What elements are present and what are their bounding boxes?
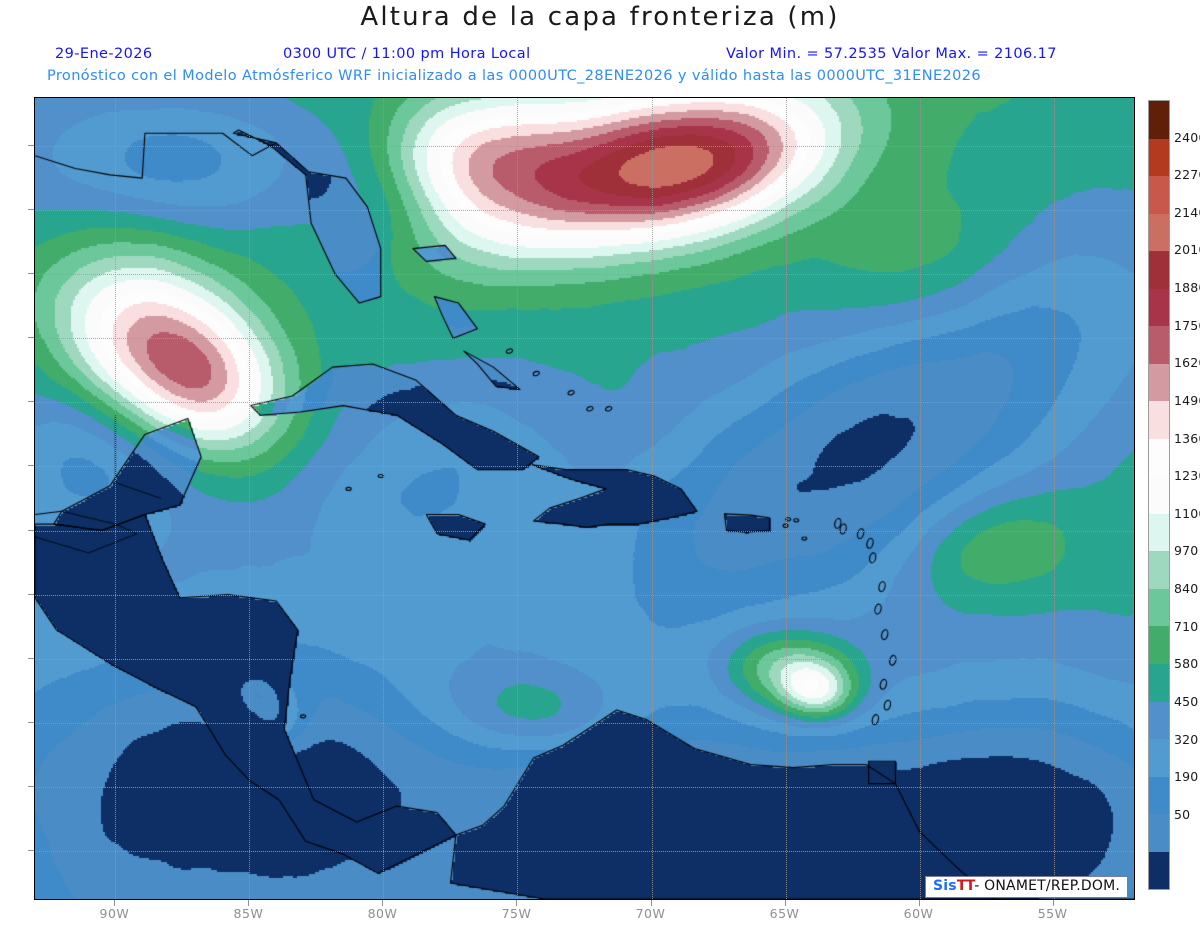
colorbar-label-1750: 1750: [1174, 317, 1200, 333]
colorbar-label-1100: 1100: [1174, 505, 1200, 521]
colorbar-label-320: 320: [1174, 731, 1199, 747]
colorbar-label-580: 580: [1174, 656, 1199, 672]
boundary-layer-height-field: [35, 98, 1134, 899]
lat-tick-mark: [28, 401, 34, 403]
forecast-date: 29-Ene-2026: [55, 46, 153, 62]
forecast-time: 0300 UTC / 11:00 pm Hora Local: [283, 46, 531, 62]
colorbar-band-2: [1149, 176, 1169, 214]
lon-tick-mark: [650, 900, 652, 906]
colorbar[interactable]: [1148, 100, 1170, 890]
lat-tick-mark: [28, 209, 34, 211]
colorbar-band-12: [1149, 551, 1169, 589]
colorbar-label-1620: 1620: [1174, 355, 1200, 371]
colorbar-band-20: [1149, 851, 1169, 890]
lon-tick-mark: [382, 900, 384, 906]
colorbar-band-4: [1149, 251, 1169, 289]
lat-tick-mark: [28, 465, 34, 467]
colorbar-band-7: [1149, 363, 1169, 402]
lon-tick-mark: [248, 900, 250, 906]
colorbar-label-1230: 1230: [1174, 468, 1200, 484]
lat-tick-mark: [28, 593, 34, 595]
colorbar-band-8: [1149, 401, 1169, 439]
lon-tick-label-65W: 65W: [769, 906, 800, 921]
colorbar-band-18: [1149, 776, 1169, 815]
colorbar-band-1: [1149, 138, 1169, 177]
colorbar-band-3: [1149, 213, 1169, 252]
lat-tick-mark: [28, 785, 34, 787]
lon-tick-mark: [918, 900, 920, 906]
lon-tick-label-55W: 55W: [1037, 906, 1068, 921]
colorbar-band-19: [1149, 814, 1169, 852]
colorbar-label-710: 710: [1174, 618, 1199, 634]
colorbar-label-1880: 1880: [1174, 280, 1200, 296]
lon-tick-label-70W: 70W: [635, 906, 666, 921]
colorbar-label-2400: 2400: [1174, 129, 1200, 145]
colorbar-label-2140: 2140: [1174, 204, 1200, 220]
colorbar-band-10: [1149, 476, 1169, 514]
model-description: Pronóstico con el Modelo Atmósferico WRF…: [47, 68, 982, 84]
colorbar-band-16: [1149, 701, 1169, 740]
colorbar-label-1490: 1490: [1174, 392, 1200, 408]
colorbar-label-450: 450: [1174, 693, 1199, 709]
colorbar-label-2010: 2010: [1174, 242, 1200, 258]
colorbar-band-11: [1149, 513, 1169, 552]
colorbar-label-840: 840: [1174, 581, 1199, 597]
lon-tick-label-90W: 90W: [99, 906, 130, 921]
colorbar-band-6: [1149, 326, 1169, 364]
lon-tick-label-75W: 75W: [501, 906, 532, 921]
colorbar-band-0: [1149, 101, 1169, 139]
colorbar-band-17: [1149, 739, 1169, 777]
credit-badge: SisTT- ONAMET/REP.DOM.: [925, 876, 1129, 899]
lon-tick-mark: [1052, 900, 1054, 906]
lon-tick-mark: [114, 900, 116, 906]
sis-logo-text: Sis: [933, 878, 957, 894]
colorbar-band-13: [1149, 588, 1169, 627]
page-title: Altura de la capa fronteriza (m): [360, 2, 840, 32]
colorbar-label-2270: 2270: [1174, 167, 1200, 183]
colorbar-label-1360: 1360: [1174, 430, 1200, 446]
lat-tick-mark: [28, 145, 34, 147]
colorbar-band-5: [1149, 288, 1169, 327]
lon-tick-label-85W: 85W: [233, 906, 264, 921]
colorbar-band-15: [1149, 663, 1169, 702]
colorbar-label-970: 970: [1174, 543, 1199, 559]
lat-tick-mark: [28, 529, 34, 531]
colorbar-band-14: [1149, 626, 1169, 664]
lon-tick-label-80W: 80W: [367, 906, 398, 921]
lat-tick-mark: [28, 721, 34, 723]
colorbar-tick-labels: 2400 2270 2140 2010 1880 1750 1620 1490 1360 1230…: [1174, 100, 1200, 890]
lat-tick-mark: [28, 849, 34, 851]
colorbar-band-9: [1149, 438, 1169, 477]
lat-tick-mark: [28, 273, 34, 275]
value-range: Valor Min. = 57.2535 Valor Max. = 2106.1…: [726, 46, 1057, 62]
lon-tick-label-60W: 60W: [903, 906, 934, 921]
credit-organization: - ONAMET/REP.DOM.: [974, 878, 1121, 894]
lon-tick-mark: [784, 900, 786, 906]
map-plot-area[interactable]: [34, 97, 1135, 900]
pi-logo-icon: TT: [956, 878, 975, 894]
figure-header: Altura de la capa fronteriza (m) 29-Ene-…: [0, 0, 1200, 92]
colorbar-label-50: 50: [1174, 806, 1191, 822]
lon-tick-mark: [516, 900, 518, 906]
lat-tick-mark: [28, 337, 34, 339]
colorbar-label-190: 190: [1174, 769, 1199, 785]
lat-tick-mark: [28, 657, 34, 659]
